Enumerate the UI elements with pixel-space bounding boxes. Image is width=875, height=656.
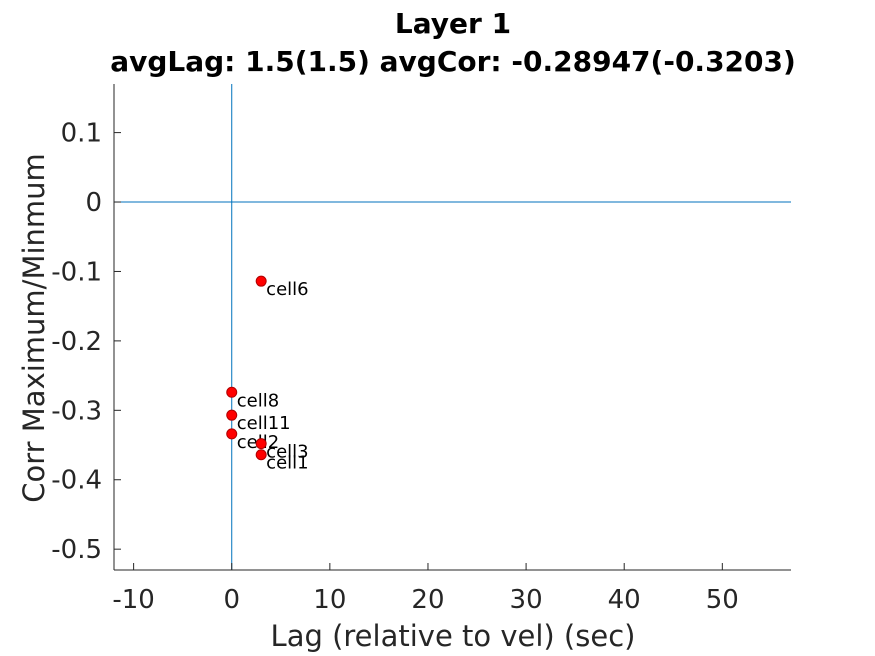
axes [113, 84, 791, 571]
data-point-label: cell1 [266, 453, 308, 474]
y-tick-label: -0.3 [51, 396, 102, 426]
y-tick-label: -0.4 [51, 466, 102, 496]
x-axis-label: Lag (relative to vel) (sec) [271, 619, 636, 653]
x-tick-label: 40 [608, 585, 641, 615]
x-ticks: -10 0 10 20 30 40 50 [112, 563, 739, 615]
data-point [226, 386, 238, 398]
y-tick-label: -0.5 [51, 535, 102, 565]
reference-lines [114, 84, 791, 570]
chart-title: Layer 1 [395, 7, 511, 40]
data-point [226, 428, 238, 440]
x-tick-label: -10 [112, 585, 154, 615]
chart-subtitle: avgLag: 1.5(1.5) avgCor: -0.28947(-0.320… [110, 45, 796, 78]
data-point-label: cell3 [266, 442, 308, 463]
data-point [255, 438, 267, 450]
x-tick-label: 30 [510, 585, 543, 615]
data-point [255, 449, 267, 461]
y-tick-label: -0.2 [51, 327, 102, 357]
x-tick-label: 50 [706, 585, 739, 615]
data-point [226, 409, 238, 421]
data-point-label: cell11 [237, 413, 291, 434]
data-point-label: cell6 [266, 279, 308, 300]
data-point [255, 275, 267, 287]
data-points: cell6cell8cell11cell2cell3cell1 [226, 275, 309, 474]
data-point-label: cell8 [237, 390, 279, 411]
x-tick-label: 10 [313, 585, 346, 615]
y-tick-label: 0.1 [61, 119, 102, 149]
y-tick-label: -0.1 [51, 257, 102, 287]
y-axis-label: Corr Maximum/Minmum [17, 153, 51, 503]
y-tick-label: 0 [85, 188, 102, 218]
x-tick-label: 20 [411, 585, 444, 615]
x-tick-label: 0 [223, 585, 240, 615]
y-ticks: 0.1 0 -0.1 -0.2 -0.3 -0.4 -0.5 [51, 119, 121, 565]
